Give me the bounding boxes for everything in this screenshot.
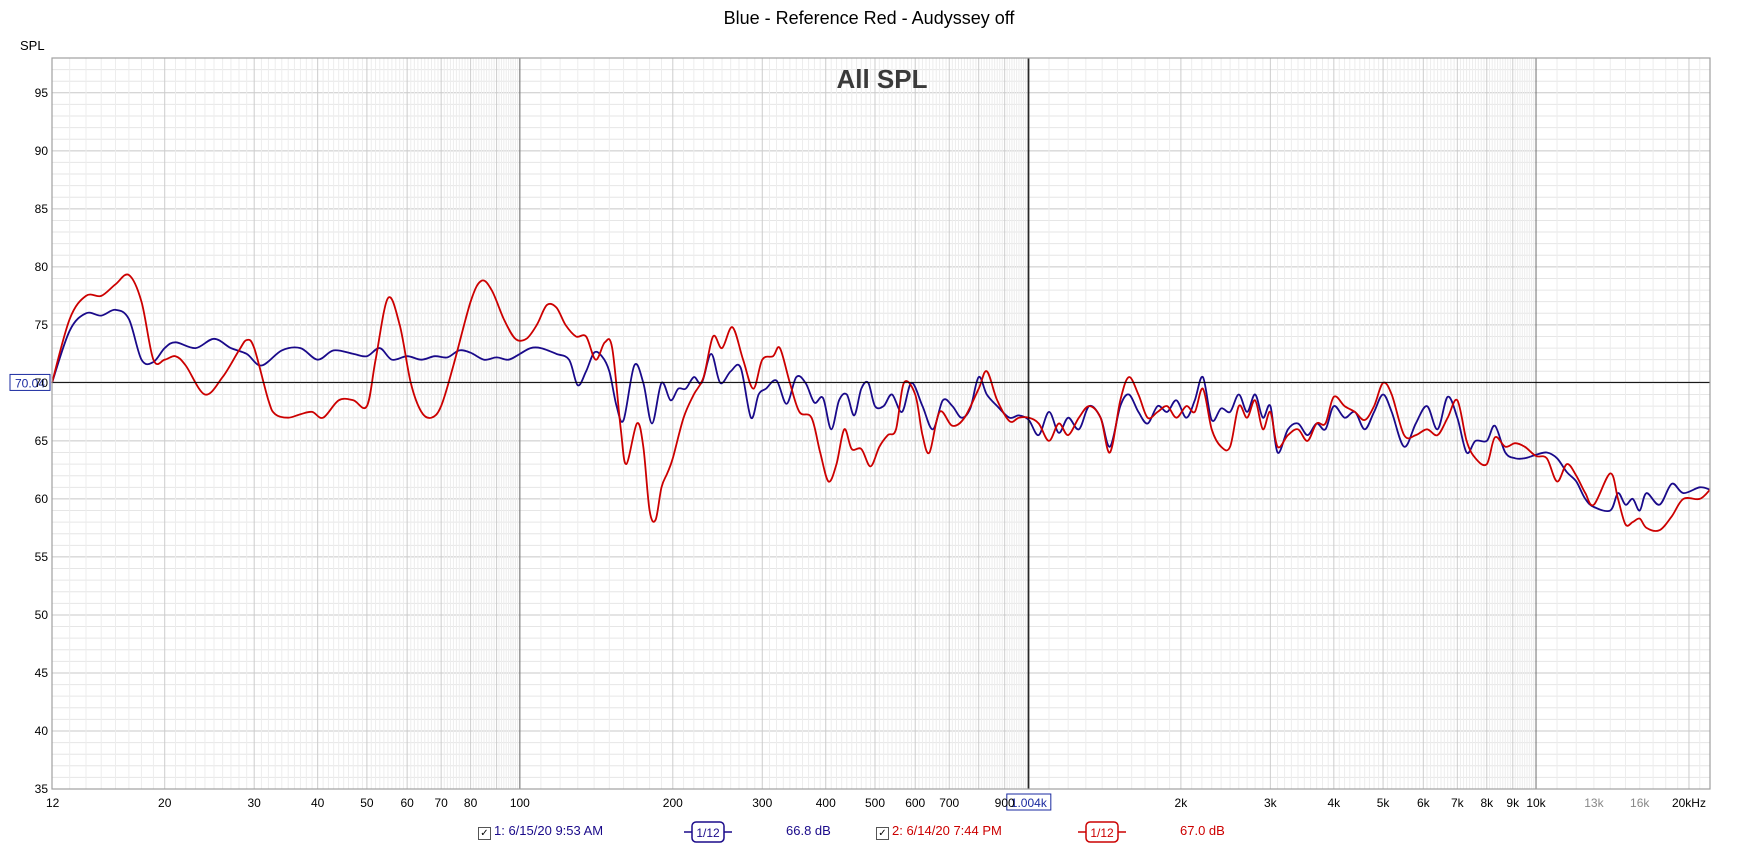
series-2-smoothing-label: 1/12: [1090, 826, 1114, 840]
y-tick-label: 45: [35, 666, 49, 680]
x-tick-label: 4k: [1327, 796, 1341, 810]
y-tick-label: 40: [35, 724, 49, 738]
y-tick-label: 95: [35, 86, 49, 100]
series-1-checkbox[interactable]: ✓: [478, 827, 491, 840]
series-1-line: [51, 308, 1711, 513]
cursor-x-readout-box: [1006, 793, 1052, 811]
x-tick-label: 50: [360, 796, 374, 810]
y-tick-label: 55: [35, 550, 49, 564]
x-tick-label: 600: [905, 796, 925, 810]
x-tick-labels: 12 20 30 40 50 60 70 80 100 200 300 400 500 600 700 900…: [46, 796, 1706, 810]
x-tick-label: 70: [434, 796, 448, 810]
y-axis-label: SPL: [20, 38, 45, 53]
legend-series-2-label: 2: 6/14/20 7:44 PM: [892, 823, 1002, 838]
legend-series-1[interactable]: ✓ 1: 6/15/20 9:53 AM: [478, 823, 603, 840]
series-2-smoothing-icon[interactable]: 1/12: [1078, 819, 1126, 845]
legend-series-2[interactable]: ✓ 2: 6/14/20 7:44 PM: [876, 823, 1002, 840]
cursor-layer: 70.04 1.004k: [9, 58, 1710, 811]
x-tick-label: 60: [400, 796, 414, 810]
x-tick-label: 9k: [1506, 796, 1520, 810]
x-tick-label: 7k: [1451, 796, 1465, 810]
y-tick-label: 90: [35, 144, 49, 158]
x-tick-label: 3k: [1264, 796, 1278, 810]
series-1-smoothing-icon[interactable]: 1/12: [684, 819, 732, 845]
y-tick-label: 85: [35, 202, 49, 216]
x-tick-label: 700: [939, 796, 959, 810]
y-tick-label: 50: [35, 608, 49, 622]
x-tick-label: 8k: [1480, 796, 1494, 810]
major-grid: [519, 58, 1537, 789]
y-tick-labels: 35 40 45 50 55 60 65 70 75 80 85 90 95: [35, 86, 49, 796]
x-tick-label: 12: [46, 796, 60, 810]
y-tick-label: 65: [35, 434, 49, 448]
x-tick-label: 13k: [1584, 796, 1604, 810]
x-tick-label: 20kHz: [1672, 796, 1706, 810]
series-2-checkbox[interactable]: ✓: [876, 827, 889, 840]
x-tick-label: 900: [995, 796, 1015, 810]
x-tick-label: 400: [816, 796, 836, 810]
overlay-label: All SPL: [836, 64, 927, 94]
x-tick-label: 500: [865, 796, 885, 810]
x-tick-label: 100: [510, 796, 530, 810]
x-tick-label: 10k: [1526, 796, 1546, 810]
y-tick-label: 60: [35, 492, 49, 506]
minor-grid: [52, 57, 1710, 790]
series-1-smoothing-label: 1/12: [696, 826, 720, 840]
x-tick-label: 5k: [1377, 796, 1391, 810]
y-tick-label: 75: [35, 318, 49, 332]
legend-series-1-label: 1: 6/15/20 9:53 AM: [494, 823, 604, 838]
x-tick-label: 40: [311, 796, 325, 810]
legend-series-2-level: 67.0 dB: [1180, 823, 1225, 838]
cursor-x-readout: 1.004k: [1011, 796, 1048, 810]
x-tick-label: 2k: [1175, 796, 1189, 810]
plot-frame: [51, 57, 1711, 790]
cursor-y-readout-box: [9, 373, 51, 391]
x-tick-label: 300: [752, 796, 772, 810]
y-tick-label: 70: [35, 376, 49, 390]
y-tick-label: 35: [35, 782, 49, 796]
x-tick-label: 30: [248, 796, 262, 810]
x-tick-label: 80: [464, 796, 478, 810]
cursor-y-readout: 70.04: [15, 376, 45, 390]
x-tick-label: 16k: [1630, 796, 1650, 810]
y-tick-label: 80: [35, 260, 49, 274]
chart-title: Blue - Reference Red - Audyssey off: [723, 8, 1015, 28]
series-2-line: [51, 273, 1711, 532]
x-tick-label: 6k: [1417, 796, 1431, 810]
x-tick-label: 20: [158, 796, 172, 810]
legend-series-1-level: 66.8 dB: [786, 823, 831, 838]
series-layer: [51, 273, 1711, 532]
x-tick-label: 200: [663, 796, 683, 810]
